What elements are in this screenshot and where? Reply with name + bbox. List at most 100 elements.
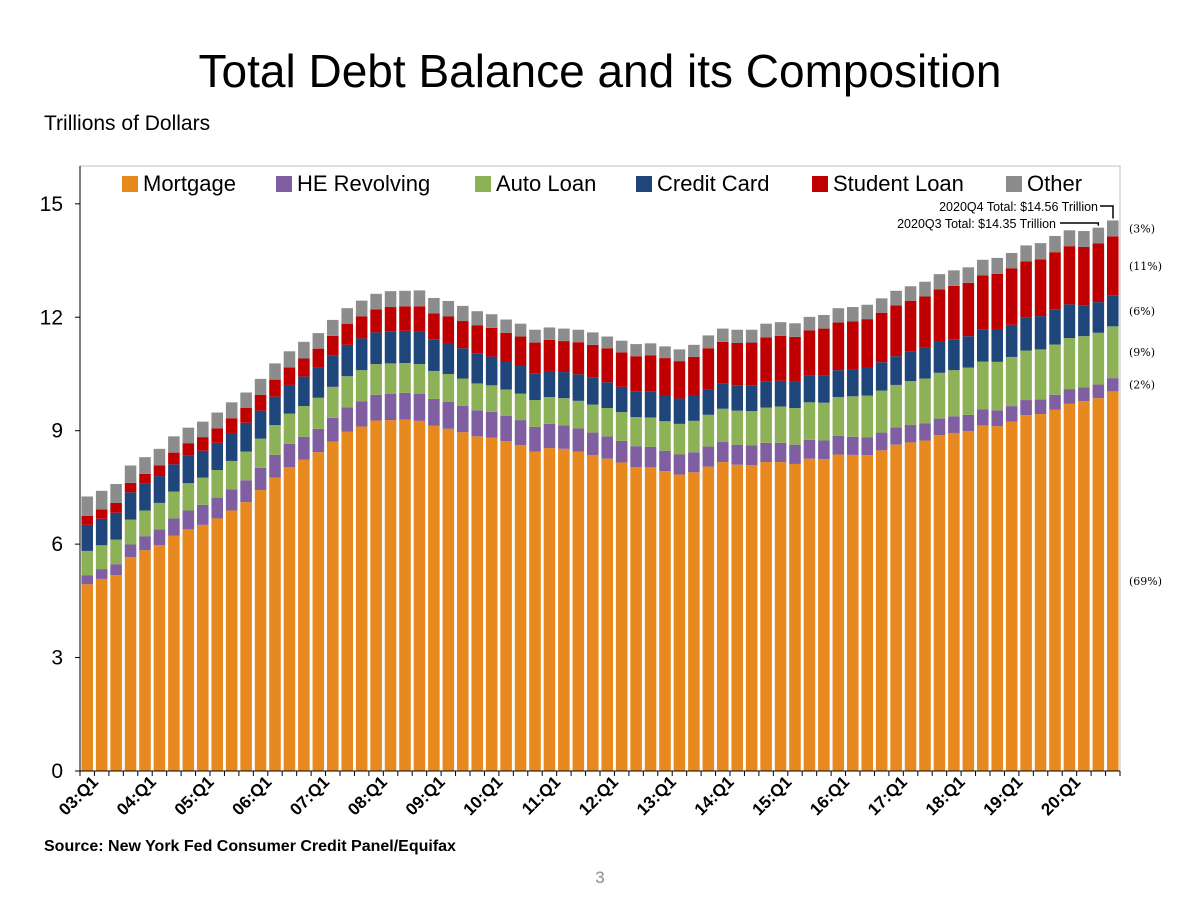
- bar-segment-credit-card-04Q1: [139, 483, 151, 511]
- bar-segment-other-10Q3: [514, 323, 527, 337]
- bar-segment-he-revolving-13Q2: [673, 454, 686, 475]
- bar-segment-he-revolving-08Q2: [384, 393, 397, 421]
- bar-segment-mortgage-19Q2: [1020, 415, 1032, 771]
- bar-segment-he-revolving-04Q1: [139, 536, 151, 551]
- share-label-student-loan: (11%): [1129, 260, 1162, 273]
- bar-segment-credit-card-10Q4: [529, 373, 541, 401]
- bar-segment-other-19Q3: [1034, 243, 1047, 260]
- bar-segment-he-revolving-15Q4: [818, 440, 830, 460]
- bar-segment-student-loan-08Q3: [399, 306, 411, 331]
- bar-segment-mortgage-13Q4: [702, 466, 715, 771]
- bar-segment-credit-card-15Q3: [803, 375, 816, 403]
- bar-segment-auto-loan-03Q1: [81, 550, 93, 576]
- bar-segment-auto-loan-16Q3: [861, 395, 873, 438]
- bar-segment-other-07Q3: [341, 308, 353, 324]
- bar-segment-other-07Q1: [312, 333, 325, 349]
- bar-segment-credit-card-16Q1: [832, 370, 845, 398]
- bar-segment-auto-loan-05Q1: [197, 477, 209, 505]
- bar-segment-other-06Q2: [269, 363, 281, 380]
- bar-segment-credit-card-12Q1: [601, 382, 613, 408]
- bar-segment-mortgage-07Q2: [327, 441, 339, 771]
- bar-segment-other-03Q4: [124, 465, 137, 483]
- bar-segment-other-04Q1: [139, 457, 151, 474]
- bar-segment-other-08Q1: [370, 293, 382, 310]
- bar-segment-auto-loan-20Q1: [1063, 338, 1076, 390]
- bar-segment-student-loan-18Q2: [962, 282, 975, 337]
- bar-segment-credit-card-06Q4: [298, 376, 310, 407]
- bar-segment-student-loan-17Q1: [890, 305, 902, 357]
- bar-segment-other-05Q1: [197, 421, 209, 438]
- bar-segment-auto-loan-09Q3: [457, 378, 469, 406]
- bar-segment-auto-loan-09Q4: [471, 383, 483, 411]
- bar-segment-other-17Q4: [933, 274, 946, 290]
- share-label-mortgage: (69%): [1129, 575, 1162, 588]
- bar-segment-auto-loan-18Q4: [991, 361, 1003, 411]
- bar-segment-auto-loan-14Q4: [760, 407, 772, 443]
- bar-segment-mortgage-04Q1: [139, 550, 151, 771]
- bar-segment-he-revolving-07Q3: [341, 407, 353, 432]
- legend: Mortgage HE Revolving Auto Loan Credit Card…: [122, 171, 1082, 196]
- bar-segment-mortgage-07Q3: [341, 431, 353, 771]
- legend-swatch-he-revolving: [276, 176, 292, 192]
- bar-segment-he-revolving-10Q2: [500, 415, 512, 442]
- bar-segment-student-loan-17Q4: [933, 289, 946, 342]
- bar-segment-other-05Q3: [225, 402, 238, 419]
- bar-segment-mortgage-16Q4: [875, 450, 888, 771]
- bar-segment-credit-card-12Q2: [615, 386, 628, 413]
- bar-segment-other-10Q1: [485, 314, 498, 328]
- bar-segment-auto-loan-16Q2: [847, 396, 859, 437]
- bar-segment-student-loan-11Q3: [572, 342, 585, 375]
- bar-segment-credit-card-05Q1: [197, 450, 209, 478]
- bar-segment-auto-loan-20Q2: [1078, 336, 1090, 388]
- legend-label-other: Other: [1027, 171, 1082, 196]
- bar-segment-he-revolving-18Q1: [948, 416, 960, 433]
- bar-segment-mortgage-15Q1: [774, 462, 787, 771]
- bar-segment-auto-loan-19Q4: [1049, 344, 1061, 395]
- bar-segment-student-loan-18Q4: [991, 273, 1003, 329]
- bar-segment-mortgage-15Q4: [818, 459, 830, 771]
- bar-segment-auto-loan-19Q3: [1034, 349, 1047, 400]
- x-tick-label: 20:Q1: [1037, 772, 1084, 819]
- bar-segment-other-20Q3: [1092, 227, 1105, 244]
- bar-segment-mortgage-17Q2: [904, 442, 917, 771]
- bar-segment-auto-loan-13Q1: [659, 421, 671, 451]
- bar-segment-mortgage-11Q3: [572, 451, 585, 771]
- bar-segment-auto-loan-20Q3: [1092, 332, 1105, 385]
- bar-segment-he-revolving-20Q1: [1063, 389, 1076, 404]
- bar-segment-other-04Q2: [153, 448, 166, 466]
- bar-segment-he-revolving-13Q4: [702, 446, 715, 467]
- bar-segment-credit-card-07Q3: [341, 344, 353, 377]
- bar-segment-student-loan-05Q3: [225, 418, 238, 433]
- bar-segment-other-18Q2: [962, 267, 975, 283]
- x-tick-label: 04:Q1: [113, 772, 160, 819]
- x-tick-label: 17:Q1: [864, 772, 911, 819]
- bar-segment-auto-loan-07Q4: [355, 370, 368, 402]
- bar-segment-mortgage-20Q2: [1078, 401, 1090, 771]
- bar-segment-student-loan-11Q4: [587, 344, 599, 378]
- bar-segment-he-revolving-04Q4: [182, 510, 195, 530]
- bar-segment-mortgage-11Q4: [587, 455, 599, 771]
- bar-segment-he-revolving-08Q4: [413, 393, 426, 421]
- bar-segment-other-14Q4: [760, 323, 772, 338]
- bar-segment-student-loan-16Q1: [832, 322, 845, 371]
- bar-segment-he-revolving-09Q2: [442, 401, 455, 429]
- bar-segment-student-loan-20Q3: [1092, 243, 1105, 303]
- bar-segment-other-12Q2: [615, 340, 628, 353]
- bar-segment-auto-loan-15Q1: [774, 406, 787, 443]
- bar-segment-credit-card-09Q3: [457, 348, 469, 379]
- bar-segment-credit-card-17Q2: [904, 351, 917, 382]
- bar-segment-auto-loan-11Q4: [587, 404, 599, 433]
- bar-segment-student-loan-05Q2: [211, 428, 223, 443]
- bar-segment-auto-loan-17Q1: [890, 384, 902, 428]
- bar-segment-auto-loan-12Q4: [644, 417, 657, 447]
- bar-segment-auto-loan-07Q3: [341, 376, 353, 408]
- q3-total-annotation: 2020Q3 Total: $14.35 Trillion: [897, 217, 1056, 231]
- bar-segment-auto-loan-09Q1: [428, 370, 440, 399]
- bar-segment-credit-card-03Q1: [81, 524, 93, 551]
- bar-segment-credit-card-10Q3: [514, 366, 527, 394]
- bar-segment-student-loan-19Q3: [1034, 259, 1047, 317]
- bar-segment-other-12Q3: [630, 344, 642, 357]
- bar-segment-student-loan-09Q2: [442, 316, 455, 343]
- bar-segment-student-loan-10Q2: [500, 332, 512, 362]
